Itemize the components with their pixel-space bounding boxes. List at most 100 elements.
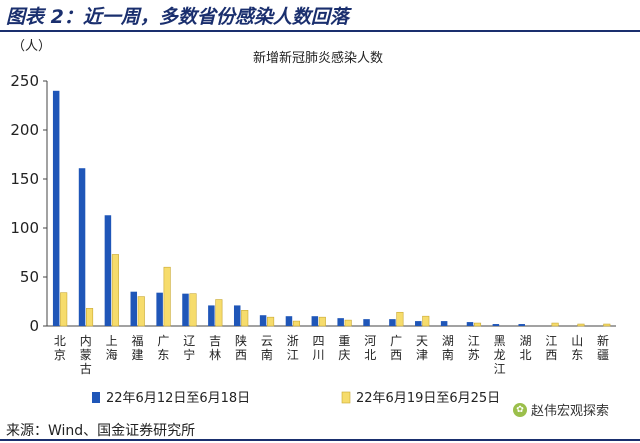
bar-series1-15 [440, 321, 448, 326]
x-tick-label-char: 庆 [338, 348, 350, 362]
x-tick-label-char: 湖 [519, 333, 531, 348]
x-tick-label-char: 山 [571, 334, 583, 348]
bar-series2-1 [85, 308, 94, 327]
bar-series1-9 [285, 316, 293, 326]
legend-label-0: 22年6月12日至6月18日 [106, 391, 250, 406]
chart-legend: 22年6月12日至6月18日 22年6月19日至6月25日 [92, 391, 500, 406]
bar-series2-6 [215, 299, 223, 327]
x-tick-label-char: 云 [261, 334, 273, 348]
x-tick-label-char: 浙 [287, 334, 299, 348]
x-tick-label-char: 东 [571, 348, 583, 362]
x-tick-label-char: 北 [54, 334, 66, 348]
y-tick-label: 0 [29, 317, 39, 335]
x-tick-label-char: 西 [545, 348, 557, 362]
x-tick-label-char: 新 [597, 333, 609, 348]
x-tick-label-char: 陕 [235, 333, 247, 348]
x-tick-label-char: 西 [235, 348, 247, 362]
x-tick-label-char: 川 [313, 348, 325, 362]
x-tick-label-char: 建 [132, 348, 144, 362]
watermark-text: 赵伟宏观探索 [531, 404, 610, 419]
bar-series2-11 [344, 319, 352, 327]
y-tick-label: 50 [20, 268, 39, 286]
x-tick-label-char: 江 [494, 362, 506, 376]
bar-series2-3 [137, 296, 145, 327]
bar-series1-14 [415, 321, 422, 326]
bar-series2-4 [163, 266, 171, 327]
x-tick-label-char: 湖 [442, 333, 454, 348]
y-axis-unit-label: （人） [12, 39, 51, 54]
bar-series2-19 [551, 322, 559, 327]
legend-swatch-1 [341, 391, 351, 404]
bar-series1-0 [52, 90, 60, 326]
x-tick-label-char: 重 [338, 334, 350, 348]
bar-series2-9 [292, 320, 301, 327]
y-tick-label: 100 [10, 219, 39, 237]
bar-series2-8 [267, 316, 275, 327]
chart-axes: 0 50 100 150 200 250 [10, 72, 616, 335]
chart-title: 新增新冠肺炎感染人数 [253, 50, 383, 66]
bar-series1-13 [389, 319, 396, 326]
x-tick-label-char: 海 [106, 347, 118, 362]
wechat-icon: ✿ [513, 402, 527, 417]
x-tick-label-char: 津 [416, 348, 428, 362]
bar-series1-18 [518, 324, 525, 326]
bar-series1-2 [104, 215, 112, 326]
x-tick-label-char: 河 [364, 334, 376, 348]
x-tick-labels: 北京内蒙古上海福建广东辽宁吉林陕西云南浙江四川重庆河北广西天津湖南江苏黑龙江湖北… [54, 333, 609, 376]
x-tick-label-char: 福 [132, 333, 144, 348]
x-tick-label-char: 京 [54, 348, 66, 362]
bar-series1-10 [311, 316, 319, 326]
y-tick-label: 200 [10, 121, 39, 139]
x-tick-label-char: 蒙 [80, 348, 92, 362]
bar-series2-13 [396, 311, 404, 327]
x-tick-label-char: 南 [442, 347, 454, 362]
bar-series2-20 [577, 323, 585, 327]
chart-bars [52, 90, 611, 327]
bottom-rule [0, 439, 640, 441]
bar-series2-16 [473, 322, 482, 327]
x-tick-label-char: 吉 [209, 334, 221, 348]
bar-series2-0 [60, 292, 68, 327]
x-tick-label-char: 广 [390, 334, 402, 348]
bar-series1-16 [466, 322, 474, 326]
bar-series2-10 [318, 316, 326, 327]
legend-label-1: 22年6月19日至6月25日 [356, 391, 500, 406]
y-tick-label: 250 [10, 72, 39, 90]
bar-series1-1 [78, 168, 86, 326]
x-tick-label-char: 广 [157, 334, 169, 348]
x-tick-label-char: 林 [209, 348, 221, 362]
y-tick-label: 150 [10, 170, 39, 188]
bar-series1-3 [130, 291, 138, 326]
x-tick-label-char: 辽 [183, 334, 195, 348]
x-tick-label-char: 内 [80, 334, 92, 348]
x-tick-label-char: 龙 [494, 348, 506, 362]
title-rule [0, 30, 640, 32]
bar-series1-5 [182, 293, 189, 326]
bar-series2-21 [603, 323, 611, 327]
x-tick-label-char: 西 [390, 348, 402, 362]
bar-series1-6 [208, 305, 215, 326]
bar-series2-7 [241, 310, 249, 327]
figure-title: 图表 2：近一周，多数省份感染人数回落 [6, 6, 349, 28]
x-tick-label-char: 江 [468, 334, 480, 348]
x-tick-label-char: 古 [80, 361, 92, 376]
bar-series2-2 [111, 254, 119, 327]
bar-series1-4 [156, 292, 163, 326]
x-tick-label-char: 北 [519, 348, 531, 362]
x-tick-label-char: 四 [313, 334, 325, 348]
x-tick-label-char: 上 [106, 334, 118, 348]
bar-series1-12 [363, 319, 370, 326]
x-tick-label-char: 天 [416, 334, 428, 348]
bar-series1-17 [492, 324, 500, 326]
x-tick-label-char: 东 [157, 348, 169, 362]
bar-series2-14 [422, 315, 430, 327]
x-tick-label-char: 疆 [597, 348, 609, 362]
x-tick-label-char: 黑 [494, 334, 506, 348]
x-tick-label-char: 江 [287, 348, 299, 362]
watermark: ✿ 赵伟宏观探索 [513, 400, 609, 419]
source-note: 来源：Wind、国金证券研究所 [6, 423, 196, 439]
x-tick-label-char: 苏 [468, 348, 480, 362]
x-tick-label-char: 北 [364, 348, 376, 362]
bar-series1-11 [337, 318, 344, 326]
